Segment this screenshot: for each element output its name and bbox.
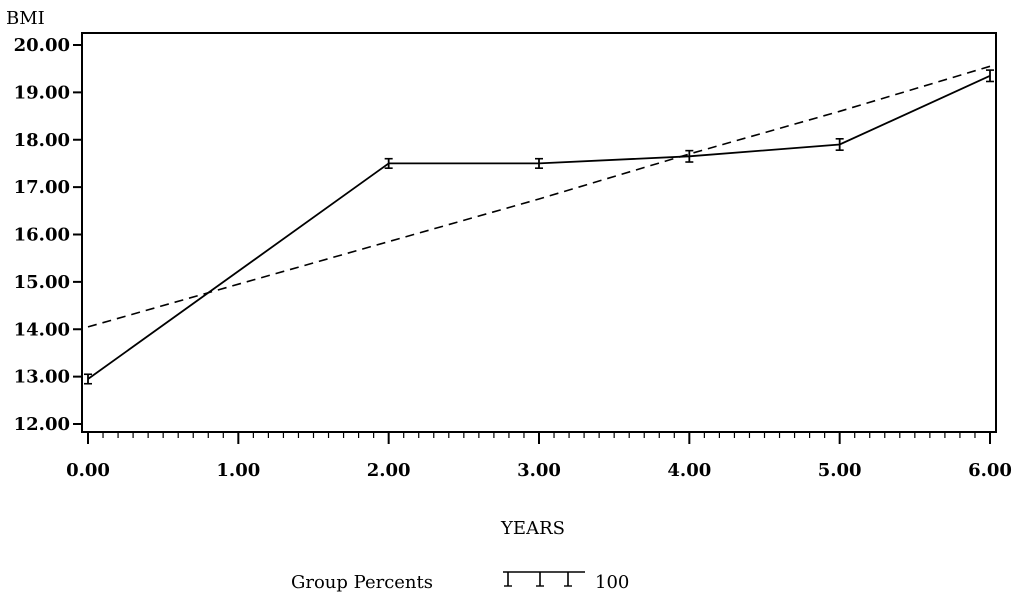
legend-label: Group Percents xyxy=(291,572,433,593)
y-axis-label: BMI xyxy=(6,8,45,29)
y-tick-label: 15.00 xyxy=(14,272,70,293)
x-tick-label: 5.00 xyxy=(818,460,862,481)
x-tick-label: 2.00 xyxy=(367,460,411,481)
legend: Group Percents 100 xyxy=(291,571,629,593)
y-axis-ticks: 12.00 13.00 14.00 15.00 16.00 17.00 18.00 19.00… xyxy=(14,35,82,435)
y-tick-label: 20.00 xyxy=(14,35,70,56)
y-tick-label: 12.00 xyxy=(14,414,70,435)
x-axis-minor-ticks xyxy=(102,432,976,438)
x-axis-label: YEARS xyxy=(500,518,565,539)
error-bar xyxy=(835,138,844,151)
x-tick-label: 1.00 xyxy=(216,460,260,481)
y-tick-label: 14.00 xyxy=(14,319,70,340)
y-tick-label: 16.00 xyxy=(14,225,70,246)
series-layer xyxy=(84,65,994,385)
x-tick-label: 4.00 xyxy=(667,460,711,481)
error-bar xyxy=(535,157,543,169)
x-tick-label: 6.00 xyxy=(968,460,1012,481)
y-tick-label: 17.00 xyxy=(14,177,70,198)
error-bar xyxy=(384,157,393,169)
trend-line-dashed xyxy=(87,65,991,328)
y-tick-label: 19.00 xyxy=(14,82,70,103)
x-tick-label: 0.00 xyxy=(66,460,110,481)
error-bar xyxy=(685,149,694,163)
y-tick-label: 13.00 xyxy=(14,367,70,388)
x-tick-label: 3.00 xyxy=(517,460,561,481)
error-bar xyxy=(986,69,994,83)
x-axis-ticks: 0.00 1.00 2.00 3.00 4.00 5.00 6.00 xyxy=(66,432,1012,481)
plot-frame xyxy=(81,32,997,433)
y-tick-label: 18.00 xyxy=(14,130,70,151)
error-bar xyxy=(84,373,92,385)
legend-symbol xyxy=(503,571,585,587)
series-line-solid xyxy=(87,74,991,380)
legend-value: 100 xyxy=(595,572,629,593)
